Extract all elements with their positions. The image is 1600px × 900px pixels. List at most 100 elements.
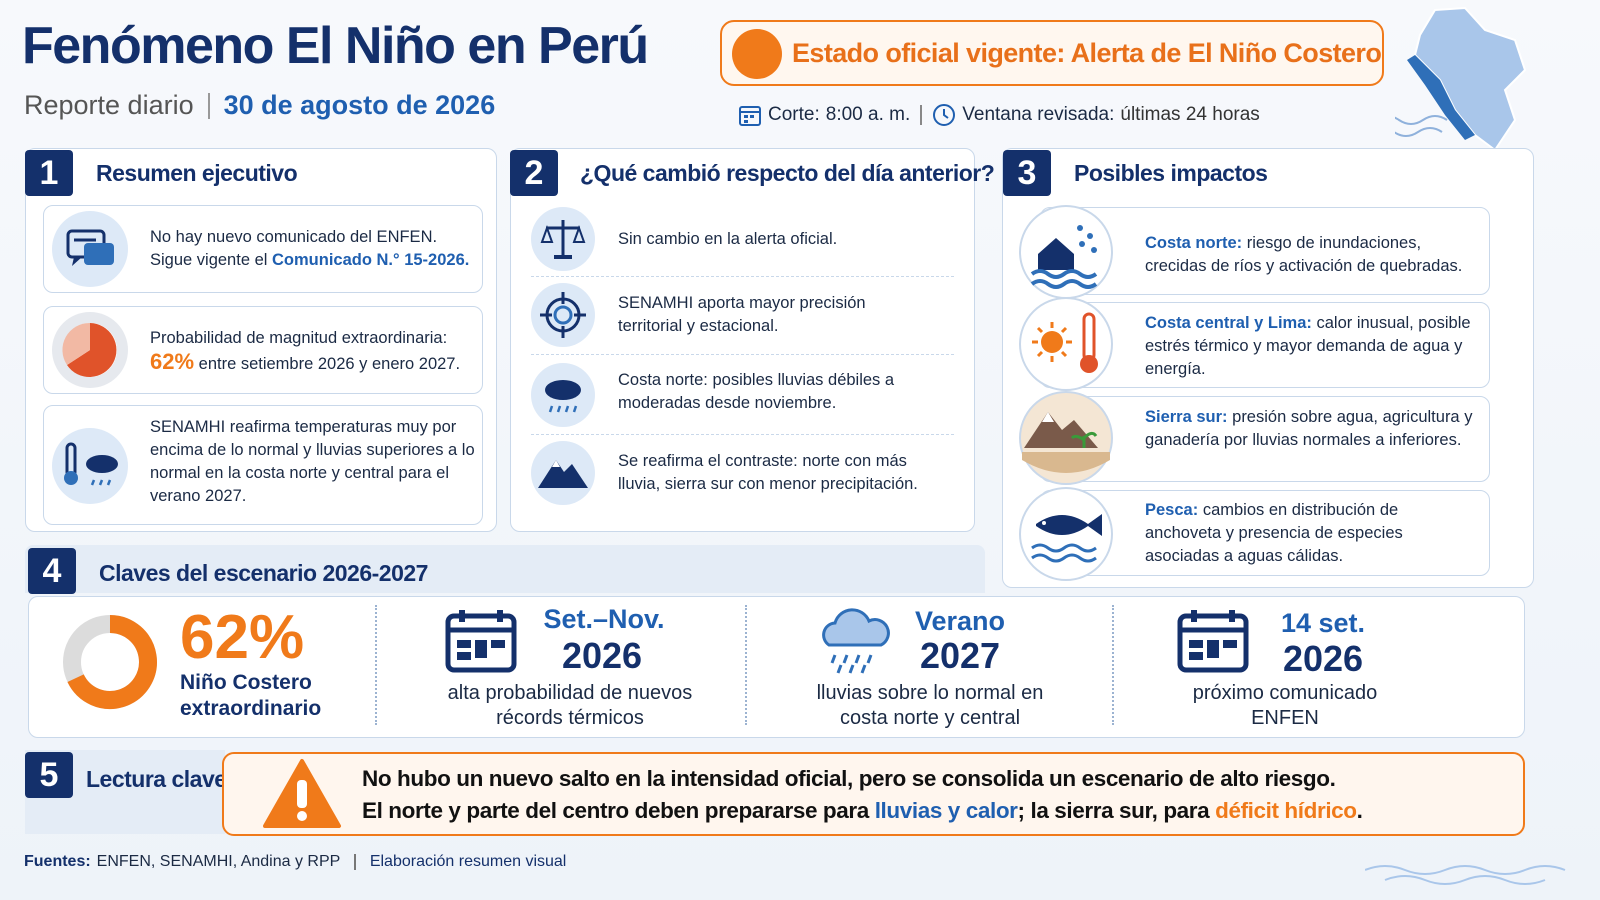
section-title: Posibles impactos: [1074, 160, 1268, 186]
summary-card: No hay nuevo comunicado del ENFEN. Sigue …: [43, 205, 483, 293]
cutoff-row: Corte: 8:00 a. m. Ventana revisada: últi…: [738, 103, 1260, 127]
calendar-icon: [445, 610, 517, 673]
text: El norte y parte del centro deben prepar…: [362, 798, 869, 823]
separator: [745, 605, 747, 725]
section-number: 4: [28, 548, 76, 594]
drought-icon-part: [1022, 452, 1110, 473]
cutoff: 8:00 a. m.: [825, 104, 911, 125]
section-number: 5: [25, 752, 73, 798]
target-icon: [531, 283, 595, 347]
separator: [531, 276, 954, 277]
flood-icon: [1019, 205, 1113, 299]
pie-icon: [52, 312, 128, 388]
text: calor inusual, posible estrés térmico y …: [1145, 314, 1471, 378]
fish-icon-part: [1042, 521, 1046, 525]
calendar-icon-part: [1191, 610, 1197, 622]
change-text: Se reafirma el contraste: norte con más …: [618, 452, 918, 493]
impact-label: Costa central y Lima:: [1145, 314, 1312, 332]
calendar-icon: [1177, 610, 1249, 673]
key-caption: Niño Costero extraordinario: [180, 671, 322, 720]
clock-icon-part: [943, 109, 949, 119]
summary-card: Probabilidad de magnitud extraordinaria:…: [43, 306, 483, 394]
key-title: Verano: [914, 606, 1006, 636]
peru-map-part: [1395, 127, 1443, 137]
impact-card: [1040, 207, 1490, 295]
drought-icon: [1019, 391, 1113, 485]
subtitle-row: Reporte diario 30 de agosto de 2026: [24, 90, 495, 121]
separator: [531, 434, 954, 435]
impact-text: Pesca: cambios en distribución de anchov…: [1145, 499, 1445, 568]
fish-icon-part: [1036, 514, 1102, 536]
rain-icon-part: [548, 405, 578, 413]
calendar-icon-part: [1189, 640, 1203, 648]
weather-icon-part: [90, 479, 112, 486]
section-number: 1: [25, 150, 73, 196]
calendar-icon-part: [459, 610, 465, 622]
flood-icon-part: [1030, 269, 1098, 279]
calendar-icon: [739, 106, 761, 126]
emphasis: lluvias y calor: [874, 798, 1018, 823]
weather-icon: [52, 428, 128, 504]
target-icon-part: [553, 305, 573, 325]
clock-icon-part: [933, 104, 956, 126]
reading-box: [222, 752, 1525, 836]
text: presión sobre agua, agricultura y ganade…: [1145, 408, 1473, 449]
pie-icon-part: [62, 322, 90, 365]
wave-decoration: [1365, 865, 1566, 885]
sources-label: Fuentes:: [24, 853, 91, 870]
pie-icon-part: [67, 323, 117, 377]
calendar-icon-part: [744, 120, 748, 123]
calendar-icon-part: [750, 115, 754, 118]
flood-icon-part: [1079, 241, 1085, 247]
text: ; la sierra sur, para: [1017, 798, 1210, 823]
change-text: SENAMHI aporta mayor precisión territori…: [618, 294, 866, 335]
change-text: Sin cambio en la alerta oficial.: [618, 230, 838, 248]
heat-icon-part: [1041, 331, 1063, 353]
rain-icon: [531, 363, 595, 427]
window-label: Ventana revisada:: [962, 104, 1115, 125]
link: Comunicado N.° 15-2026.: [272, 251, 470, 269]
scale-icon-part: [540, 225, 586, 243]
calendar-icon-part: [497, 610, 503, 622]
summary-card: SENAMHI reafirma temperaturas muy por en…: [43, 405, 483, 525]
mountain-icon: [531, 441, 595, 505]
flood-icon-part: [1087, 233, 1093, 239]
mountain-icon-part: [538, 460, 588, 488]
separator: [1112, 605, 1114, 725]
section-number: 3: [1003, 150, 1051, 196]
calendar-icon-part: [457, 640, 471, 648]
chat-icon: [52, 211, 128, 287]
credit: Elaboración resumen visual: [369, 853, 567, 870]
warning-icon-part: [297, 780, 307, 808]
clock-icon: [933, 104, 956, 126]
impact-text: Costa norte: riesgo de inundaciones, cre…: [1145, 232, 1485, 278]
text: Probabilidad de magnitud extraordinaria:: [150, 329, 448, 347]
date: 30 de agosto de 2026: [223, 90, 496, 120]
rain-cloud-icon-part: [830, 654, 873, 674]
separator: [375, 605, 377, 725]
calendar-icon-part: [744, 115, 748, 118]
section-title: Claves del escenario 2026-2027: [99, 560, 428, 586]
target-icon-part: [531, 283, 595, 347]
highlight: 62%: [150, 349, 195, 374]
impact-text: Costa central y Lima: calor inusual, pos…: [1145, 312, 1475, 381]
calendar-icon-part: [1207, 640, 1219, 658]
calendar-icon-part: [1229, 610, 1235, 622]
key-big: 62%: [180, 603, 305, 672]
key-year: 2026: [1282, 638, 1364, 679]
impact-card: [1040, 302, 1490, 388]
target-icon-part: [540, 292, 586, 338]
change-text: Costa norte: posibles lluvias débiles a …: [618, 371, 895, 412]
donut-icon-part: [67, 615, 157, 709]
section-number: 2: [510, 150, 558, 196]
rain-cloud-icon: [822, 608, 890, 674]
fish-icon-part: [1031, 543, 1097, 553]
impact-label: Pesca:: [1145, 501, 1199, 519]
calendar-icon-part: [491, 640, 505, 648]
section-title: Lectura clave: [86, 766, 227, 792]
flood-icon-part: [1077, 225, 1083, 231]
impact-card: [1040, 490, 1490, 576]
summary-text: No hay nuevo comunicado del ENFEN. Sigue …: [150, 226, 480, 272]
key-caption: próximo comunicado ENFEN: [1192, 682, 1378, 729]
